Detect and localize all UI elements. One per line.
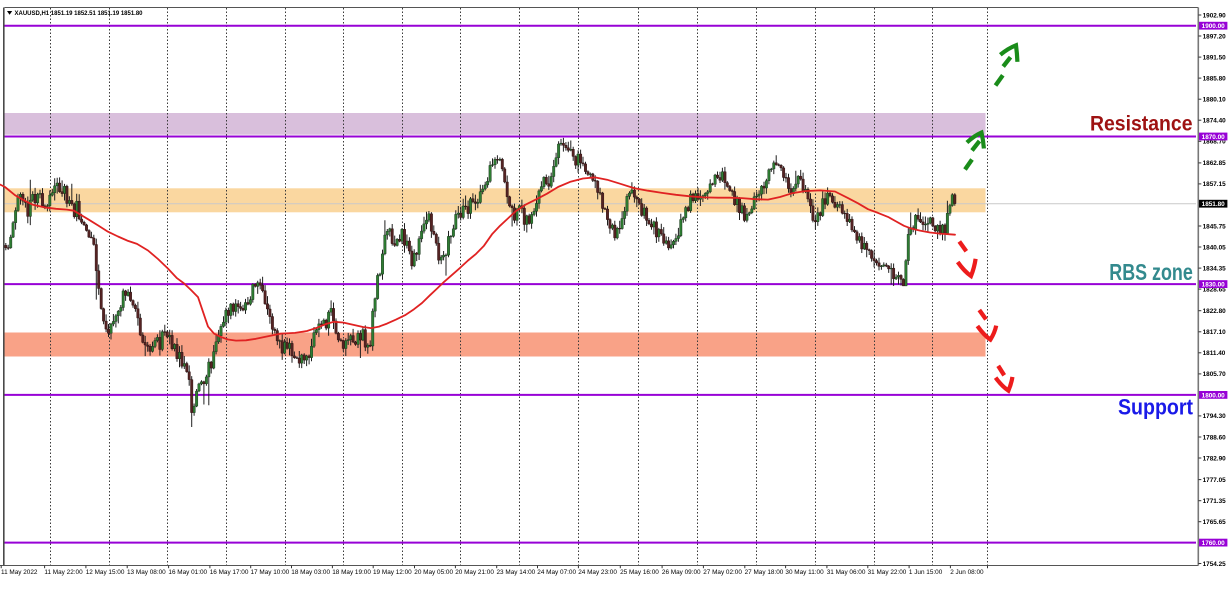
svg-text:XAUUSD,H1 1851.19 1852.51 1851: XAUUSD,H1 1851.19 1852.51 1851.19 1851.8…	[15, 10, 143, 17]
svg-text:27 May 02:00: 27 May 02:00	[703, 569, 742, 576]
svg-text:23 May 14:00: 23 May 14:00	[497, 569, 536, 576]
svg-text:1902.90: 1902.90	[1203, 12, 1227, 19]
svg-text:1817.10: 1817.10	[1203, 329, 1227, 336]
svg-text:25 May 16:00: 25 May 16:00	[620, 569, 659, 576]
svg-text:1857.15: 1857.15	[1203, 181, 1227, 188]
svg-text:1840.05: 1840.05	[1203, 244, 1227, 251]
svg-text:1822.80: 1822.80	[1203, 308, 1227, 315]
svg-text:1834.35: 1834.35	[1203, 265, 1227, 272]
svg-text:1897.20: 1897.20	[1203, 33, 1227, 40]
svg-text:18 May 19:00: 18 May 19:00	[332, 569, 371, 576]
svg-text:1805.70: 1805.70	[1203, 371, 1227, 378]
svg-text:16 May 17:00: 16 May 17:00	[210, 569, 249, 576]
svg-text:31 May 06:00: 31 May 06:00	[827, 569, 866, 576]
svg-text:31 May 22:00: 31 May 22:00	[868, 569, 907, 576]
svg-text:20 May 21:00: 20 May 21:00	[455, 569, 494, 576]
svg-text:30 May 11:00: 30 May 11:00	[785, 569, 824, 576]
svg-text:1811.40: 1811.40	[1203, 350, 1226, 357]
svg-text:1862.85: 1862.85	[1203, 160, 1227, 167]
svg-text:1874.40: 1874.40	[1203, 118, 1227, 125]
svg-text:RBS zone: RBS zone	[1109, 259, 1193, 285]
svg-text:1788.60: 1788.60	[1203, 434, 1227, 441]
svg-text:1794.30: 1794.30	[1203, 413, 1227, 420]
svg-text:27 May 18:00: 27 May 18:00	[745, 569, 784, 576]
svg-text:Resistance: Resistance	[1090, 113, 1193, 136]
svg-text:17 May 10:00: 17 May 10:00	[251, 569, 290, 576]
svg-text:24 May 07:00: 24 May 07:00	[537, 569, 576, 576]
svg-text:13 May 08:00: 13 May 08:00	[127, 569, 166, 576]
svg-text:1830.00: 1830.00	[1202, 282, 1226, 289]
svg-text:1900.00: 1900.00	[1202, 23, 1226, 30]
svg-text:1868.70: 1868.70	[1203, 139, 1227, 146]
svg-text:19 May 12:00: 19 May 12:00	[373, 569, 412, 576]
svg-text:1828.65: 1828.65	[1203, 286, 1227, 293]
svg-text:2 Jun 08:00: 2 Jun 08:00	[950, 569, 984, 576]
svg-text:1754.25: 1754.25	[1203, 561, 1227, 568]
svg-text:1760.00: 1760.00	[1202, 540, 1226, 547]
svg-text:11 May 22:00: 11 May 22:00	[44, 569, 83, 576]
svg-text:1870.00: 1870.00	[1202, 134, 1226, 141]
svg-text:1851.80: 1851.80	[1202, 201, 1226, 208]
svg-text:11 May 2022: 11 May 2022	[1, 569, 38, 576]
svg-text:1 Jun 15:00: 1 Jun 15:00	[909, 569, 943, 576]
svg-text:Support: Support	[1118, 394, 1194, 419]
svg-text:18 May 03:00: 18 May 03:00	[291, 569, 330, 576]
svg-text:16 May 01:00: 16 May 01:00	[168, 569, 207, 576]
svg-text:1885.80: 1885.80	[1203, 75, 1227, 82]
svg-text:24 May 23:00: 24 May 23:00	[578, 569, 617, 576]
svg-text:1771.35: 1771.35	[1203, 498, 1227, 505]
svg-text:1880.10: 1880.10	[1203, 97, 1227, 104]
svg-text:1845.75: 1845.75	[1203, 223, 1227, 230]
svg-text:1800.00: 1800.00	[1202, 392, 1226, 399]
svg-text:1765.65: 1765.65	[1203, 519, 1227, 526]
svg-text:20 May 05:00: 20 May 05:00	[414, 569, 453, 576]
svg-text:1891.50: 1891.50	[1203, 54, 1227, 61]
svg-text:26 May 09:00: 26 May 09:00	[662, 569, 701, 576]
svg-text:12 May 15:00: 12 May 15:00	[86, 569, 125, 576]
svg-text:1782.90: 1782.90	[1203, 455, 1227, 462]
svg-text:1777.05: 1777.05	[1203, 477, 1227, 484]
